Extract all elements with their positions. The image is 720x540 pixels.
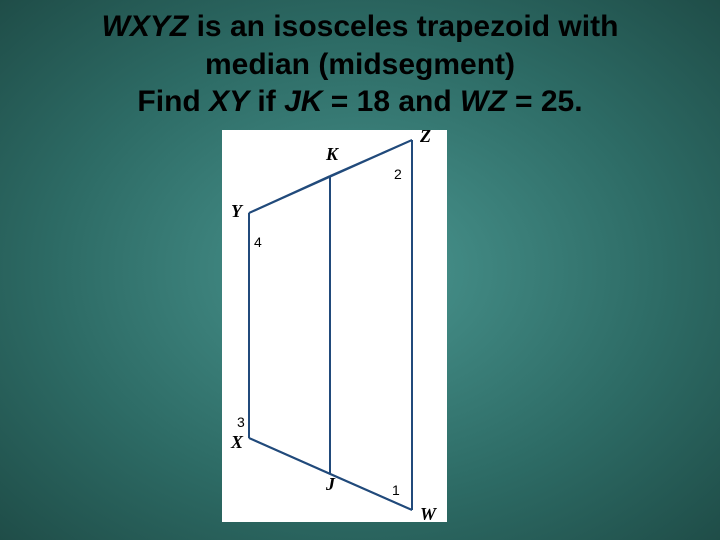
vertex-label-Y: Y xyxy=(231,201,242,222)
angle-label-2: 2 xyxy=(394,166,402,182)
problem-title: WXYZ is an isosceles trapezoid with medi… xyxy=(0,0,720,121)
vertex-label-J: J xyxy=(326,474,335,495)
title-line-3: Find XY if JK = 18 and WZ = 25. xyxy=(0,83,720,121)
title-wxyz: WXYZ xyxy=(102,10,189,43)
vertex-label-Z: Z xyxy=(420,126,431,147)
vertex-label-X: X xyxy=(231,432,243,453)
trapezoid-diagram: XYZWJK1234 xyxy=(222,130,447,522)
angle-label-1: 1 xyxy=(392,482,400,498)
vertex-label-K: K xyxy=(326,144,338,165)
segment-XJ xyxy=(249,438,330,474)
title-line1-rest: is an isosceles trapezoid with xyxy=(188,10,618,43)
title-line-1: WXYZ is an isosceles trapezoid with xyxy=(0,8,720,46)
angle-label-3: 3 xyxy=(237,414,245,430)
title-line-2: median (midsegment) xyxy=(0,46,720,84)
angle-label-4: 4 xyxy=(254,234,262,250)
diagram-svg xyxy=(222,130,447,522)
segment-YK xyxy=(249,176,330,213)
vertex-label-W: W xyxy=(420,504,436,525)
